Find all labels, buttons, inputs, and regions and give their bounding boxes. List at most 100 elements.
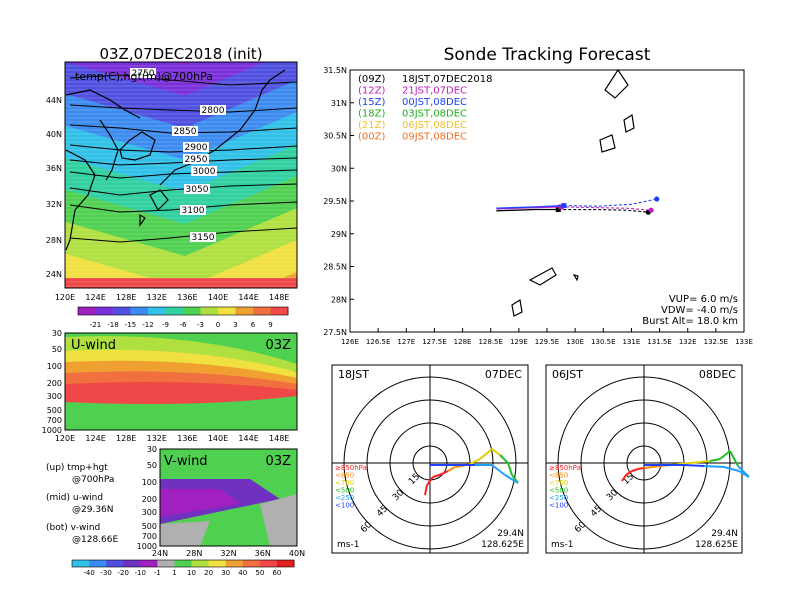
colorbar-cell: [270, 307, 289, 315]
colorbar-tick: 30: [221, 569, 230, 577]
colorbar-cell: [113, 307, 131, 315]
vwind-band: [160, 489, 240, 517]
wind-profile-segment: [729, 450, 739, 467]
wind-profile-segment: [625, 470, 633, 476]
level-legend: <250: [335, 494, 354, 502]
tracking-lon-tick: 131.5E: [647, 338, 671, 346]
colorbar-cell: [242, 560, 261, 567]
uwind-pressure-tick: 100: [47, 362, 62, 371]
vwind-pressure-tick: 100: [142, 478, 157, 487]
colorbar-cell: [140, 560, 158, 567]
level-legend: <850: [549, 472, 568, 480]
colorbar-cell: [72, 560, 90, 567]
wind-profile-segment: [637, 467, 645, 470]
hodograph-time: 06JST: [552, 368, 583, 381]
colorbar-cell: [183, 307, 201, 315]
tracking-lon-tick: 128.5E: [478, 338, 502, 346]
track-line: [558, 208, 649, 213]
contour-label: 3150: [192, 233, 215, 243]
map-frame: [64, 61, 298, 289]
wind-profile-segment: [621, 474, 627, 482]
colorbar-tick: 20: [204, 569, 213, 577]
wind-profile-segment: [479, 448, 493, 460]
track-line: [496, 206, 562, 210]
height-contour: [69, 144, 297, 153]
colorbar-tick: 1: [172, 569, 176, 577]
level-legend: ≥850hPa: [335, 464, 367, 472]
vwind-time: 03Z: [266, 454, 292, 469]
uwind-pressure-tick: 200: [47, 379, 62, 388]
vwind-frame: [159, 448, 298, 547]
map-lon-tick: 120E: [55, 293, 75, 302]
colorbar-tick: -10: [135, 569, 146, 577]
vwind-label: V-wind: [164, 454, 208, 469]
vdw-text: VDW= -4.0 m/s: [661, 305, 738, 316]
level-legend: <850: [335, 472, 354, 480]
map-lat-tick: 44N: [46, 96, 62, 105]
contour-label-bg: [200, 105, 226, 115]
tracking-lon-tick: 126.5E: [366, 338, 390, 346]
landing-marker: [654, 196, 660, 202]
colorbar-cell: [259, 560, 278, 567]
uwind-pressure-tick: 30: [52, 329, 62, 338]
vwind-lat-tick: 36N: [255, 549, 271, 558]
colorbar-cell: [218, 307, 236, 315]
vwind-pressure-tick: 700: [142, 532, 157, 541]
temp-band: [65, 240, 297, 288]
uwind-pressure-tick: 50: [52, 345, 62, 354]
temp-band: [65, 278, 297, 288]
legend-code: (15Z): [358, 97, 385, 108]
colorbar-frame: [77, 306, 289, 316]
legend-time: 09JST,08DEC: [402, 132, 467, 143]
tracking-lon-tick: 126E: [341, 338, 359, 346]
vwind-pressure-tick: 30: [147, 445, 157, 454]
island: [572, 274, 579, 282]
wind-profile-segment: [426, 476, 434, 486]
colorbar-cell: [225, 560, 244, 567]
hodograph-lat: 29.4N: [497, 529, 524, 539]
vwind-band: [160, 521, 210, 546]
map-lat-tick: 32N: [46, 200, 62, 209]
hodograph-date: 08DEC: [699, 368, 736, 381]
wind-profile-segment: [683, 464, 705, 467]
colorbar-tick: -20: [118, 569, 129, 577]
colorbar-tick: -3: [197, 321, 204, 329]
hodograph-lat: 29.4N: [711, 529, 738, 539]
coastline: [139, 213, 146, 227]
tracking-lat-tick: 30.5N: [323, 132, 347, 141]
uwind-lon-tick: 136E: [177, 434, 197, 443]
colorbar-tick: -40: [83, 569, 94, 577]
colorbar-frame: [71, 559, 295, 568]
level-legend: <500: [335, 487, 354, 495]
tracking-lon-tick: 130E: [566, 338, 584, 346]
wind-profile-segment: [643, 466, 653, 469]
uwind-label: U-wind: [71, 338, 116, 353]
coastline: [65, 89, 141, 119]
wind-profile-segment: [631, 468, 639, 472]
height-contour: [69, 104, 297, 113]
island: [604, 68, 629, 99]
contour-label-bg: [183, 154, 209, 164]
colorbar-tick: 50: [255, 569, 264, 577]
tracking-lon-tick: 132.5E: [704, 338, 728, 346]
tracking-lon-tick: 127E: [397, 338, 415, 346]
colorbar-tick: 10: [187, 569, 196, 577]
level-legend: <500: [549, 487, 568, 495]
vwind-pressure-tick: 1000: [137, 542, 157, 551]
wind-profile-segment: [679, 462, 691, 465]
track-line: [561, 206, 652, 211]
hodograph-date: 07DEC: [485, 368, 522, 381]
coastline: [65, 149, 96, 251]
burst-marker: [558, 204, 564, 210]
track-line: [496, 204, 564, 209]
height-contour: [69, 157, 297, 166]
map-lat-tick: 24N: [46, 270, 62, 279]
map-lon-tick: 128E: [116, 293, 136, 302]
hodograph-unit: ms-1: [551, 540, 573, 550]
vwind-band: [260, 494, 297, 546]
map-lon-tick: 144E: [238, 293, 258, 302]
vwind-pressure-tick: 300: [142, 508, 157, 517]
uwind-pressure-tick: 300: [47, 392, 62, 401]
wind-profile-segment: [469, 458, 481, 465]
